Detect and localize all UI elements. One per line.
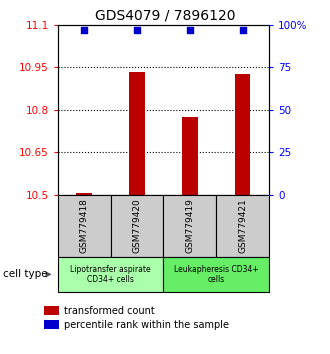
Text: GSM779418: GSM779418	[80, 198, 89, 253]
Bar	[111, 195, 163, 257]
Text: Leukapheresis CD34+
cells: Leukapheresis CD34+ cells	[174, 265, 258, 284]
Point	[187, 27, 192, 33]
Text: GDS4079 / 7896120: GDS4079 / 7896120	[95, 9, 235, 23]
Bar	[235, 74, 250, 195]
Bar	[58, 257, 163, 292]
Point	[240, 27, 245, 33]
Text: GSM779420: GSM779420	[132, 198, 142, 253]
Bar	[182, 117, 198, 195]
Bar	[58, 195, 111, 257]
Text: Lipotransfer aspirate
CD34+ cells: Lipotransfer aspirate CD34+ cells	[70, 265, 151, 284]
Text: transformed count: transformed count	[64, 306, 155, 316]
Bar	[76, 193, 92, 195]
Bar	[44, 306, 59, 315]
Bar	[129, 72, 145, 195]
Bar	[216, 195, 269, 257]
Point	[82, 27, 87, 33]
Bar	[163, 195, 216, 257]
Bar	[163, 257, 269, 292]
Point	[134, 27, 140, 33]
Text: percentile rank within the sample: percentile rank within the sample	[64, 320, 229, 330]
Text: cell type: cell type	[3, 269, 48, 279]
Text: GSM779421: GSM779421	[238, 198, 247, 253]
Bar	[44, 320, 59, 329]
Text: GSM779419: GSM779419	[185, 198, 194, 253]
